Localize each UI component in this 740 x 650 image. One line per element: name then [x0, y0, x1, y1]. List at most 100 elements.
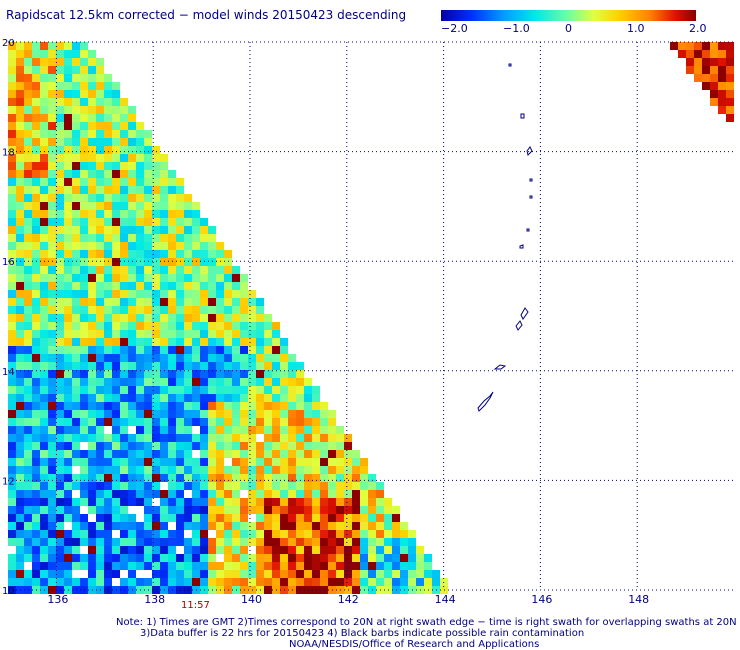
wind-cell — [384, 570, 392, 578]
wind-cell — [120, 266, 128, 274]
wind-cell — [8, 330, 16, 338]
wind-cell — [216, 514, 224, 522]
wind-cell — [272, 426, 280, 434]
wind-cell — [136, 314, 144, 322]
wind-cell — [104, 162, 112, 170]
wind-cell — [72, 186, 80, 194]
wind-cell — [72, 138, 80, 146]
wind-cell — [256, 458, 264, 466]
wind-cell — [128, 378, 136, 386]
wind-cell — [208, 546, 216, 554]
wind-cell — [152, 466, 160, 474]
wind-cell — [136, 194, 144, 202]
wind-cell — [710, 82, 718, 90]
wind-cell — [208, 370, 216, 378]
wind-cell — [136, 482, 144, 490]
wind-cell — [432, 570, 440, 578]
wind-cell — [200, 434, 208, 442]
wind-cell — [296, 458, 304, 466]
wind-cell — [88, 250, 96, 258]
wind-cell — [128, 122, 136, 130]
wind-cell — [120, 202, 128, 210]
wind-cell — [104, 554, 112, 562]
wind-cell — [360, 482, 368, 490]
wind-cell — [104, 154, 112, 162]
wind-cell — [184, 570, 192, 578]
wind-cell — [64, 530, 72, 538]
wind-cell — [24, 74, 32, 82]
wind-cell — [48, 298, 56, 306]
wind-cell — [248, 474, 256, 482]
wind-cell — [272, 530, 280, 538]
wind-cell — [256, 546, 264, 554]
wind-cell — [32, 410, 40, 418]
wind-cell — [304, 426, 312, 434]
wind-cell — [240, 394, 248, 402]
wind-cell — [392, 538, 400, 546]
wind-cell — [392, 546, 400, 554]
wind-cell — [56, 554, 64, 562]
wind-cell — [192, 258, 200, 266]
wind-cell — [232, 354, 240, 362]
wind-cell — [64, 114, 72, 122]
wind-cell — [296, 426, 304, 434]
wind-cell — [168, 274, 176, 282]
wind-cell — [32, 74, 40, 82]
wind-cell — [208, 522, 216, 530]
wind-cell — [8, 522, 16, 530]
wind-cell — [192, 562, 200, 570]
wind-cell — [264, 466, 272, 474]
wind-cell — [120, 122, 128, 130]
wind-cell — [312, 570, 320, 578]
wind-cell — [136, 170, 144, 178]
wind-cell — [296, 490, 304, 498]
wind-cell — [280, 458, 288, 466]
wind-cell — [176, 186, 184, 194]
wind-cell — [56, 578, 64, 586]
wind-cell — [48, 250, 56, 258]
wind-cell — [8, 98, 16, 106]
wind-cell — [240, 458, 248, 466]
wind-cell — [120, 466, 128, 474]
wind-cell — [24, 50, 32, 58]
wind-cell — [216, 370, 224, 378]
wind-cell — [208, 490, 216, 498]
wind-cell — [272, 402, 280, 410]
wind-cell — [192, 522, 200, 530]
wind-cell — [248, 578, 256, 586]
wind-cell — [16, 66, 24, 74]
wind-cell — [144, 242, 152, 250]
wind-cell — [16, 146, 24, 154]
wind-cell — [144, 210, 152, 218]
wind-cell — [88, 450, 96, 458]
wind-cell — [64, 146, 72, 154]
wind-cell — [272, 386, 280, 394]
wind-cell — [718, 82, 726, 90]
wind-cell — [152, 378, 160, 386]
wind-cell — [104, 122, 112, 130]
wind-cell — [48, 50, 56, 58]
lat-tick-label: 10 — [2, 586, 15, 597]
wind-cell — [344, 442, 352, 450]
wind-cell — [336, 522, 344, 530]
wind-cell — [280, 346, 288, 354]
wind-cell — [8, 58, 16, 66]
wind-cell — [384, 554, 392, 562]
wind-cell — [192, 498, 200, 506]
wind-cell — [40, 418, 48, 426]
pagan-coastline — [526, 146, 533, 156]
wind-cell — [40, 282, 48, 290]
wind-cell — [48, 506, 56, 514]
wind-cell — [72, 546, 80, 554]
wind-cell — [208, 354, 216, 362]
wind-cell — [400, 578, 408, 586]
wind-cell — [192, 538, 200, 546]
wind-cell — [224, 386, 232, 394]
wind-cell — [8, 386, 16, 394]
wind-cell — [72, 434, 80, 442]
wind-cell — [56, 146, 64, 154]
wind-cell — [72, 178, 80, 186]
wind-cell — [88, 266, 96, 274]
wind-cell — [112, 106, 120, 114]
wind-cell — [128, 258, 136, 266]
